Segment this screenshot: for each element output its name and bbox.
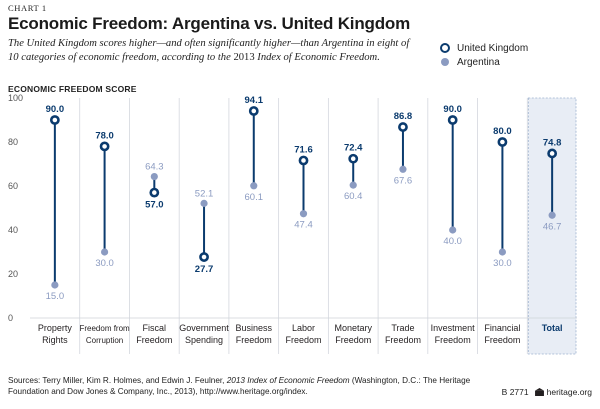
heritage-logo-icon bbox=[534, 388, 544, 396]
source-suffix: (Washington, D.C.: The Heritage Foundati… bbox=[8, 376, 471, 396]
subtitle-text: The United Kingdom scores higher—and oft… bbox=[8, 38, 410, 63]
category-label: Property bbox=[38, 323, 73, 333]
category-label: Financial bbox=[484, 323, 520, 333]
chart-kicker: CHART 1 bbox=[8, 3, 47, 13]
uk-value-label: 90.0 bbox=[443, 104, 462, 115]
uk-point bbox=[497, 137, 508, 147]
y-tick-label: 20 bbox=[8, 269, 18, 279]
category-label: Freedom bbox=[385, 335, 421, 345]
argentina-value-label: 47.4 bbox=[294, 220, 313, 231]
category-label: Rights bbox=[42, 335, 68, 345]
y-tick-label: 80 bbox=[8, 137, 18, 147]
legend-item-uk: United Kingdom bbox=[440, 41, 528, 55]
uk-value-label: 57.0 bbox=[145, 200, 164, 211]
argentina-point bbox=[349, 181, 357, 189]
category-label: Freedom bbox=[484, 335, 520, 345]
legend-label-uk: United Kingdom bbox=[457, 42, 529, 54]
uk-point bbox=[547, 148, 558, 159]
argentina-value-label: 60.4 bbox=[344, 191, 363, 202]
chart-id: B 2771 bbox=[501, 387, 529, 397]
category-label: Freedom bbox=[136, 335, 172, 345]
chart-legend: United Kingdom Argentina bbox=[440, 41, 528, 69]
subtitle-year: 2013 bbox=[233, 51, 255, 63]
category-label: Fiscal bbox=[143, 323, 167, 333]
uk-value-label: 80.0 bbox=[493, 126, 512, 137]
uk-value-label: 71.6 bbox=[294, 144, 313, 155]
y-tick-label: 0 bbox=[8, 313, 13, 323]
uk-point bbox=[348, 153, 359, 164]
argentina-value-label: 30.0 bbox=[493, 258, 512, 269]
uk-value-label: 27.7 bbox=[195, 264, 214, 275]
uk-value-label: 86.8 bbox=[394, 111, 413, 122]
footer-credit: B 2771 heritage.org bbox=[502, 387, 592, 397]
argentina-point bbox=[200, 199, 208, 207]
category-label: Government bbox=[179, 323, 229, 333]
total-column-highlight bbox=[527, 97, 577, 355]
category-label: Spending bbox=[185, 335, 223, 345]
argentina-value-label: 67.6 bbox=[394, 175, 413, 186]
argentina-point bbox=[548, 211, 556, 219]
category-label: Trade bbox=[391, 323, 414, 333]
uk-value-label: 78.0 bbox=[95, 130, 114, 141]
legend-item-argentina: Argentina bbox=[440, 55, 528, 69]
argentina-value-label: 52.1 bbox=[195, 188, 214, 199]
chart-title: Economic Freedom: Argentina vs. United K… bbox=[8, 14, 410, 33]
argentina-value-label: 60.1 bbox=[245, 192, 264, 203]
chart-subtitle: The United Kingdom scores higher—and oft… bbox=[8, 37, 418, 64]
y-tick-label: 40 bbox=[8, 225, 18, 235]
uk-point bbox=[248, 106, 259, 116]
argentina-value-label: 40.0 bbox=[443, 236, 462, 247]
source-title: 2013 Index of Economic Freedom bbox=[226, 376, 350, 385]
category-label: Freedom bbox=[236, 335, 272, 345]
uk-point bbox=[99, 141, 110, 152]
category-label: Business bbox=[236, 323, 273, 333]
source-note: Sources: Terry Miller, Kim R. Holmes, an… bbox=[8, 375, 478, 397]
uk-point bbox=[447, 115, 458, 125]
category-label: Freedom bbox=[335, 335, 371, 345]
category-label: Total bbox=[542, 323, 563, 333]
legend-label-argentina: Argentina bbox=[457, 56, 500, 68]
subtitle-text-end: Index of Economic Freedom. bbox=[254, 51, 380, 63]
legend-marker-uk bbox=[440, 43, 450, 53]
uk-point bbox=[49, 115, 60, 125]
argentina-point bbox=[498, 248, 507, 256]
category-label: Freedom from bbox=[79, 324, 130, 333]
argentina-point bbox=[250, 182, 258, 190]
uk-value-label: 74.8 bbox=[543, 137, 562, 148]
argentina-point bbox=[100, 248, 109, 256]
site-name: heritage.org bbox=[546, 387, 592, 397]
category-label: Freedom bbox=[435, 335, 471, 345]
argentina-point bbox=[51, 281, 59, 289]
category-label: Monetary bbox=[334, 323, 372, 333]
y-axis-title: ECONOMIC FREEDOM SCORE bbox=[8, 84, 137, 94]
category-label: Investment bbox=[431, 323, 476, 333]
uk-value-label: 90.0 bbox=[46, 104, 65, 115]
argentina-point bbox=[449, 226, 457, 234]
argentina-value-label: 64.3 bbox=[145, 162, 164, 173]
y-tick-label: 60 bbox=[8, 181, 18, 191]
argentina-point bbox=[399, 165, 407, 173]
uk-point bbox=[199, 252, 209, 262]
argentina-value-label: 30.0 bbox=[95, 258, 114, 269]
legend-marker-argentina bbox=[441, 58, 449, 66]
y-tick-label: 100 bbox=[8, 93, 23, 103]
uk-point bbox=[398, 122, 408, 132]
uk-value-label: 72.4 bbox=[344, 143, 363, 154]
category-label: Labor bbox=[292, 323, 315, 333]
category-label: Freedom bbox=[285, 335, 321, 345]
category-label: Corruption bbox=[86, 336, 123, 345]
argentina-value-label: 46.7 bbox=[543, 221, 562, 232]
argentina-value-label: 15.0 bbox=[46, 291, 65, 302]
uk-point bbox=[149, 187, 160, 198]
argentina-point bbox=[299, 210, 308, 218]
source-prefix: Sources: Terry Miller, Kim R. Holmes, an… bbox=[8, 376, 227, 385]
uk-value-label: 94.1 bbox=[245, 95, 264, 106]
argentina-point bbox=[150, 172, 158, 181]
dumbbell-chart: 0 20 40 60 80 100 Property Rights Freedom from Co… bbox=[8, 93, 577, 355]
uk-point bbox=[298, 155, 309, 166]
